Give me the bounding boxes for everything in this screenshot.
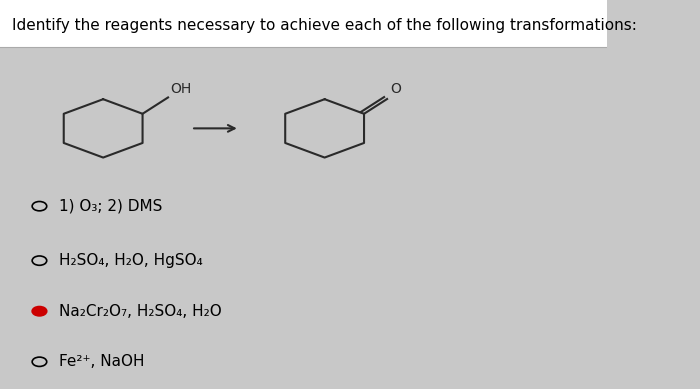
Circle shape [32, 307, 47, 316]
Text: 1) O₃; 2) DMS: 1) O₃; 2) DMS [60, 199, 163, 214]
FancyBboxPatch shape [0, 0, 607, 47]
Text: H₂SO₄, H₂O, HgSO₄: H₂SO₄, H₂O, HgSO₄ [60, 253, 203, 268]
Text: Fe²⁺, NaOH: Fe²⁺, NaOH [60, 354, 145, 369]
Text: OH: OH [170, 82, 191, 96]
Text: Na₂Cr₂O₇, H₂SO₄, H₂O: Na₂Cr₂O₇, H₂SO₄, H₂O [60, 304, 222, 319]
Text: Identify the reagents necessary to achieve each of the following transformations: Identify the reagents necessary to achie… [12, 18, 637, 33]
Text: O: O [390, 82, 401, 96]
